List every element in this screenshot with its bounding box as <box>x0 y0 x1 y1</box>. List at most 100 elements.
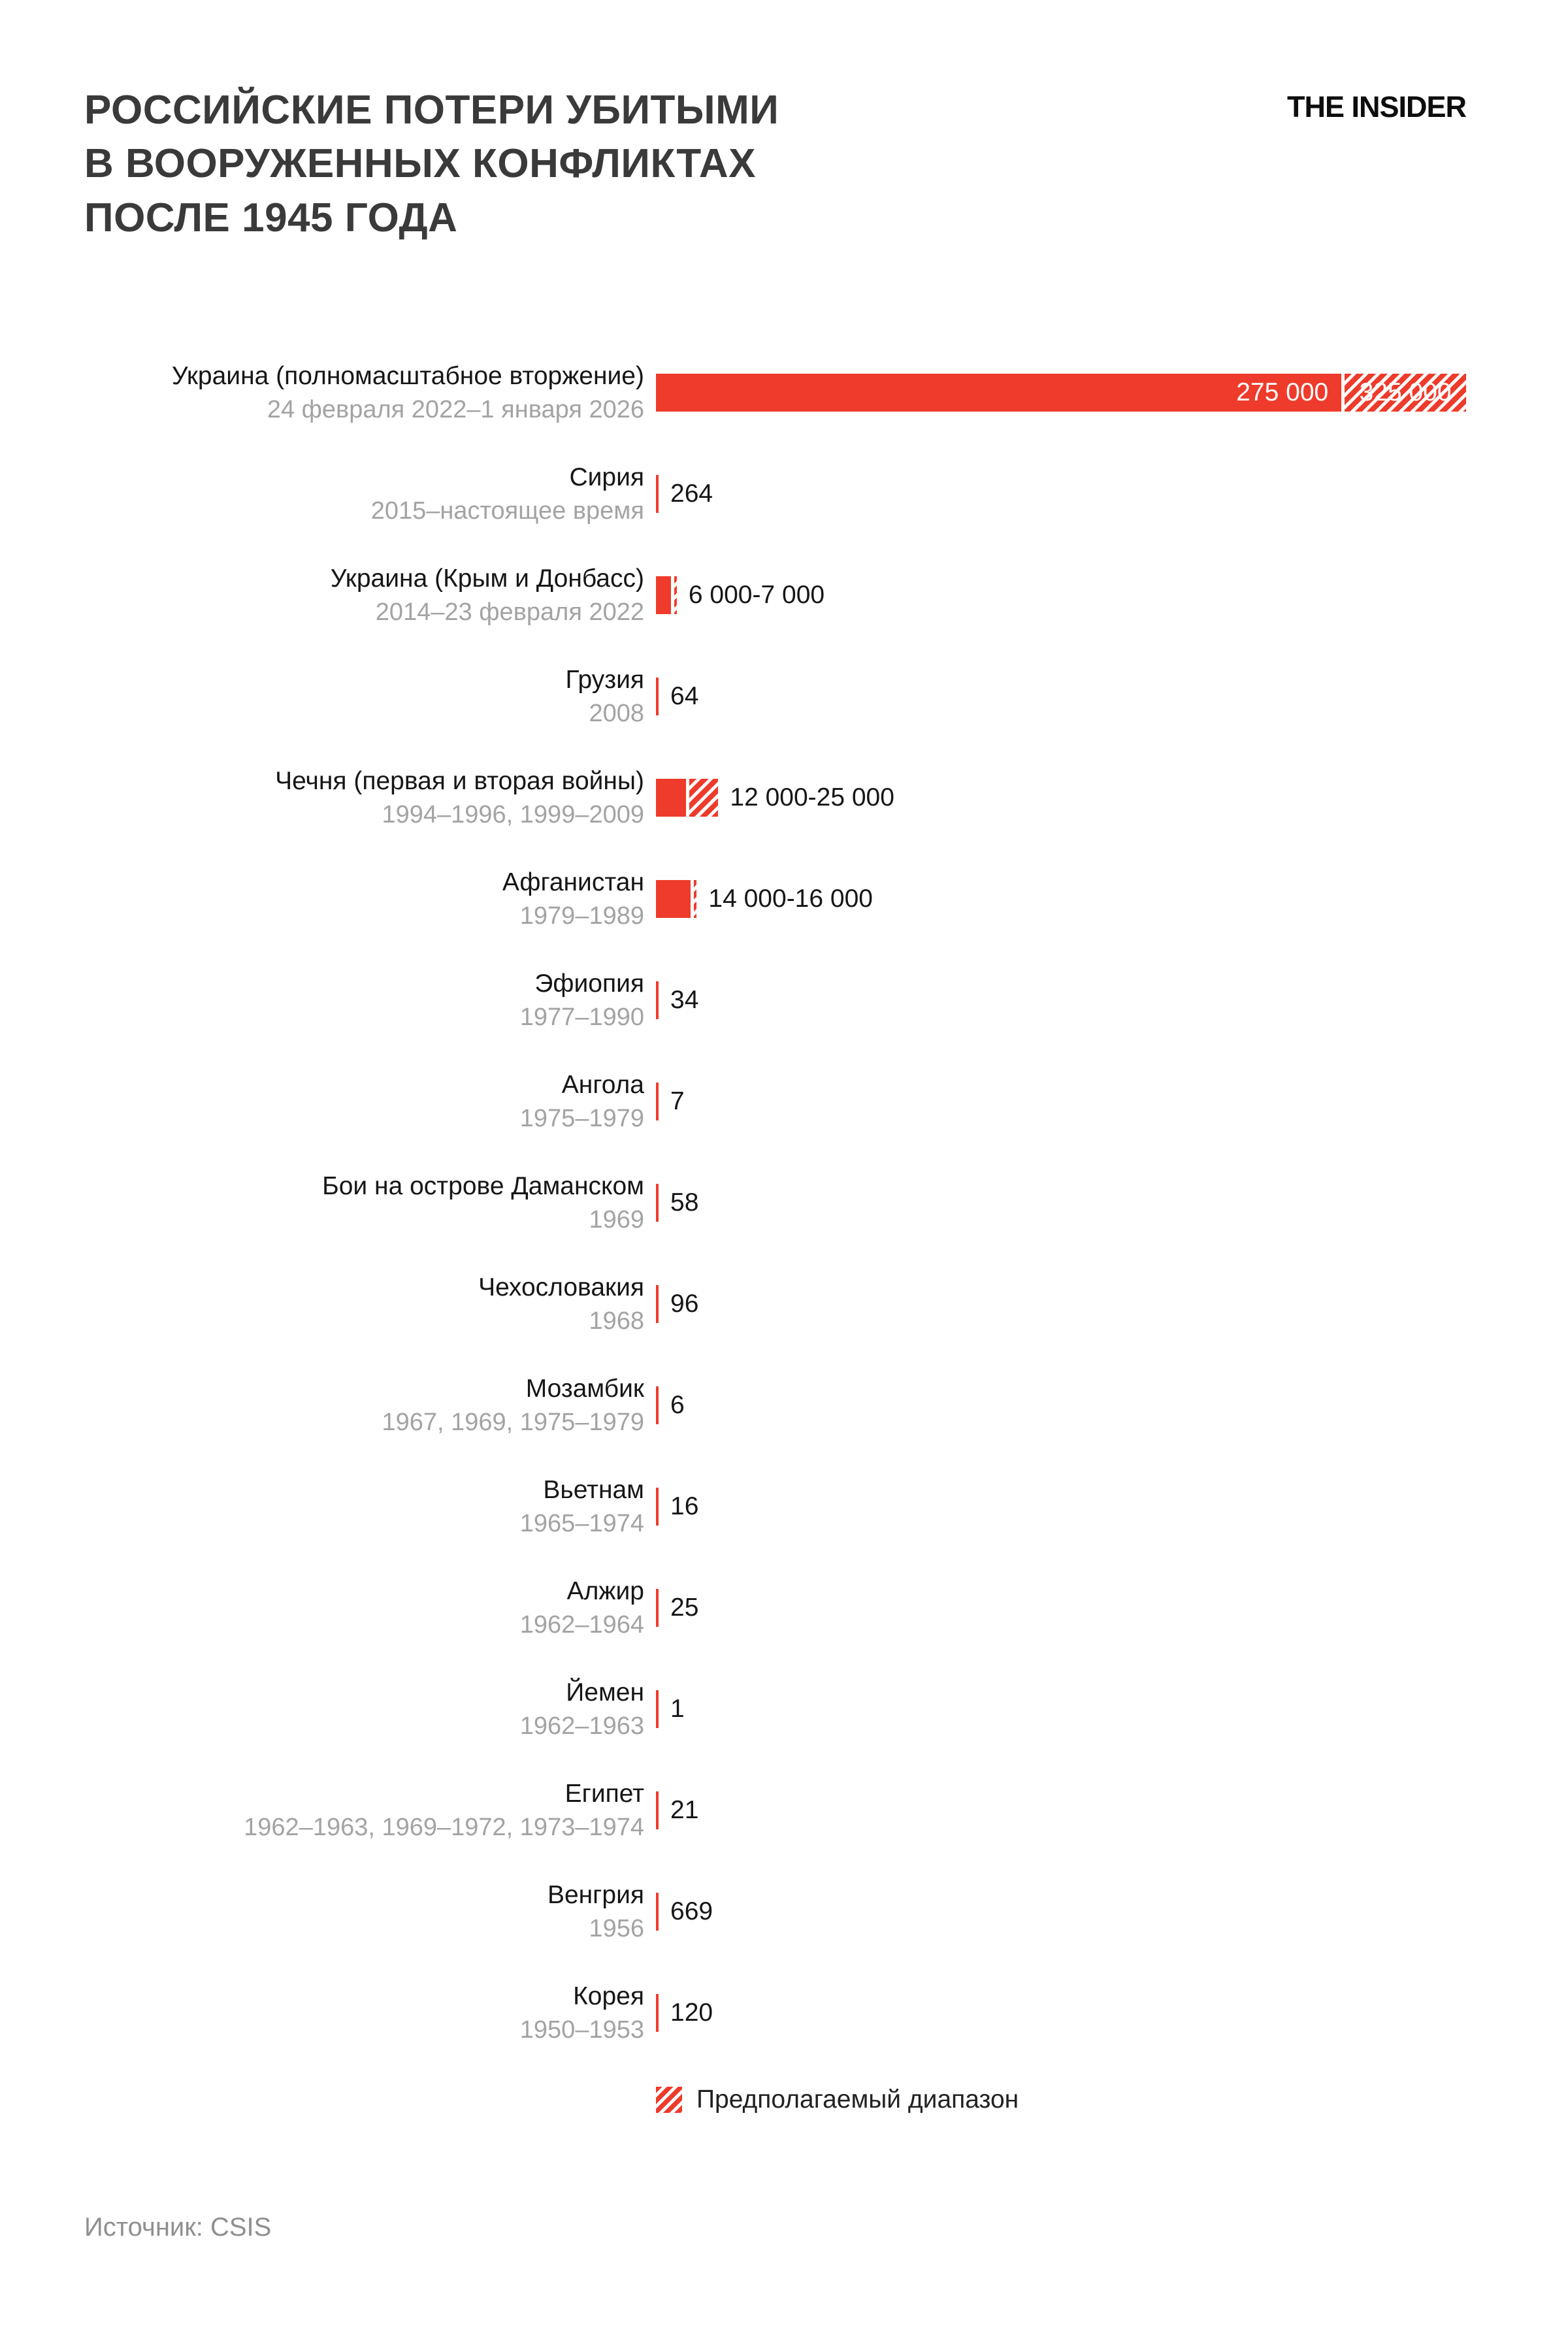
row-labels: Бои на острове Даманском 1969 <box>84 1169 644 1236</box>
value-label: 34 <box>670 985 699 1014</box>
date-range-label: 1962–1964 <box>519 1610 644 1639</box>
estimated-range-swatch-icon <box>656 2087 682 2114</box>
chart-row: Украина (Крым и Донбасс) 2014–23 февраля … <box>84 544 1466 645</box>
value-label: 120 <box>670 1998 713 2027</box>
page-title-line-1: РОССИЙСКИЕ ПОТЕРИ УБИТЫМИ <box>84 88 779 133</box>
conflict-label: Эфиопия <box>534 970 644 998</box>
chart-row: Вьетнам 1965–1974 16 <box>84 1456 1466 1557</box>
bar-cell: 12 000-25 000 <box>656 778 1466 817</box>
value-label: 58 <box>670 1188 699 1217</box>
value-label: 6 <box>670 1390 685 1419</box>
bar-estimated-range: 325 000 <box>1345 373 1466 412</box>
bar-cell: 34 <box>656 981 1466 1019</box>
conflict-label: Корея <box>573 1982 644 2011</box>
value-label: 64 <box>670 681 699 710</box>
chart-row: Чечня (первая и вторая войны) 1994–1996, … <box>84 747 1466 848</box>
bar-estimated-range <box>674 576 677 614</box>
conflict-label: Мозамбик <box>525 1375 644 1403</box>
bar-solid <box>656 1588 659 1627</box>
row-labels: Египет 1962–1963, 1969–1972, 1973–1974 <box>84 1777 644 1844</box>
bar-solid <box>656 1386 659 1424</box>
row-labels: Корея 1950–1953 <box>84 1980 644 2046</box>
bar-cell: 6 000-7 000 <box>656 576 1466 614</box>
brand-logo: THE INSIDER <box>1286 90 1467 123</box>
bar-solid <box>656 1690 659 1728</box>
bar-solid <box>656 1487 659 1526</box>
row-labels: Йемен 1962–1963 <box>84 1676 644 1742</box>
chart-row: Грузия 2008 64 <box>84 645 1466 747</box>
date-range-label: 1968 <box>589 1307 644 1335</box>
conflict-label: Афганистан <box>502 868 644 897</box>
chart-row: Венгрия 1956 669 <box>84 1861 1466 1962</box>
value-label: 6 000-7 000 <box>688 580 825 609</box>
chart-row: Ангола 1975–1979 7 <box>84 1051 1466 1152</box>
bar-cell: 120 <box>656 1993 1466 2032</box>
conflict-label: Грузия <box>565 666 644 694</box>
value-label: 21 <box>670 1795 699 1824</box>
bar-cell: 16 <box>656 1487 1466 1526</box>
date-range-label: 1979–1989 <box>519 902 644 930</box>
row-labels: Венгрия 1956 <box>84 1878 644 1945</box>
date-range-label: 1975–1979 <box>519 1104 644 1132</box>
bar-solid <box>656 576 671 614</box>
bar-solid <box>656 879 691 918</box>
row-labels: Мозамбик 1967, 1969, 1975–1979 <box>84 1372 644 1439</box>
date-range-label: 2008 <box>589 699 644 727</box>
row-labels: Сирия 2015–настоящее время <box>84 461 644 527</box>
conflict-label: Бои на острове Даманском <box>322 1172 644 1201</box>
date-range-label: 1969 <box>589 1205 644 1233</box>
conflict-label: Йемен <box>566 1678 644 1707</box>
bar-cell: 7 <box>656 1082 1466 1120</box>
bar-solid <box>656 677 659 715</box>
value-label: 669 <box>670 1897 713 1925</box>
bar-solid <box>656 474 659 513</box>
row-labels: Вьетнам 1965–1974 <box>84 1473 644 1540</box>
conflict-label: Вьетнам <box>543 1476 644 1505</box>
bar-value-max-label: 325 000 <box>1359 378 1452 406</box>
chart-row: Эфиопия 1977–1990 34 <box>84 949 1466 1051</box>
date-range-label: 1967, 1969, 1975–1979 <box>382 1408 644 1436</box>
bar-cell: 669 <box>656 1892 1466 1931</box>
date-range-label: 2015–настоящее время <box>370 497 644 525</box>
conflict-label: Чечня (первая и вторая войны) <box>275 767 644 796</box>
source-note: Источник: CSIS <box>84 2213 272 2242</box>
date-range-label: 1977–1990 <box>519 1003 644 1031</box>
chart-row: Украина (полномасштабное вторжение) 24 фе… <box>84 342 1466 443</box>
date-range-label: 1965–1974 <box>519 1509 644 1537</box>
row-labels: Украина (Крым и Донбасс) 2014–23 февраля … <box>84 562 644 629</box>
bar-cell: 58 <box>656 1183 1466 1222</box>
chart-row: Чехословакия 1968 96 <box>84 1253 1466 1354</box>
chart-row: Йемен 1962–1963 1 <box>84 1658 1466 1759</box>
row-labels: Ангола 1975–1979 <box>84 1068 644 1135</box>
date-range-label: 1950–1953 <box>519 2016 644 2044</box>
date-range-label: 1994–1996, 1999–2009 <box>382 800 644 828</box>
bar-cell: 264 <box>656 474 1466 513</box>
conflict-label: Венгрия <box>547 1881 644 1910</box>
value-label: 96 <box>670 1289 699 1318</box>
row-labels: Чехословакия 1968 <box>84 1271 644 1337</box>
row-labels: Афганистан 1979–1989 <box>84 866 644 932</box>
value-label: 264 <box>670 479 713 508</box>
bar-solid <box>656 1082 659 1120</box>
value-label: 12 000-25 000 <box>730 783 894 811</box>
value-label: 14 000-16 000 <box>708 884 873 913</box>
bar-solid <box>656 1791 659 1829</box>
row-labels: Эфиопия 1977–1990 <box>84 967 644 1034</box>
bar-cell: 21 <box>656 1791 1466 1829</box>
date-range-label: 1962–1963, 1969–1972, 1973–1974 <box>244 1813 644 1841</box>
date-range-label: 1962–1963 <box>519 1712 644 1740</box>
value-label: 1 <box>670 1694 685 1723</box>
value-label: 16 <box>670 1492 699 1520</box>
header: РОССИЙСКИЕ ПОТЕРИ УБИТЫМИ В ВООРУЖЕННЫХ … <box>84 84 1467 245</box>
conflict-label: Ангола <box>561 1071 644 1100</box>
value-label: 25 <box>670 1593 699 1622</box>
bar-value-min-label: 275 000 <box>1236 378 1329 406</box>
bar-cell: 25 <box>656 1588 1466 1627</box>
bar-solid <box>656 778 686 817</box>
chart-row: Египет 1962–1963, 1969–1972, 1973–1974 21 <box>84 1759 1466 1861</box>
conflict-label: Египет <box>564 1780 644 1808</box>
conflict-label: Украина (Крым и Донбасс) <box>330 564 644 593</box>
bar-solid <box>656 1892 659 1931</box>
bar-cell: 275 000 325 000 <box>656 373 1466 412</box>
